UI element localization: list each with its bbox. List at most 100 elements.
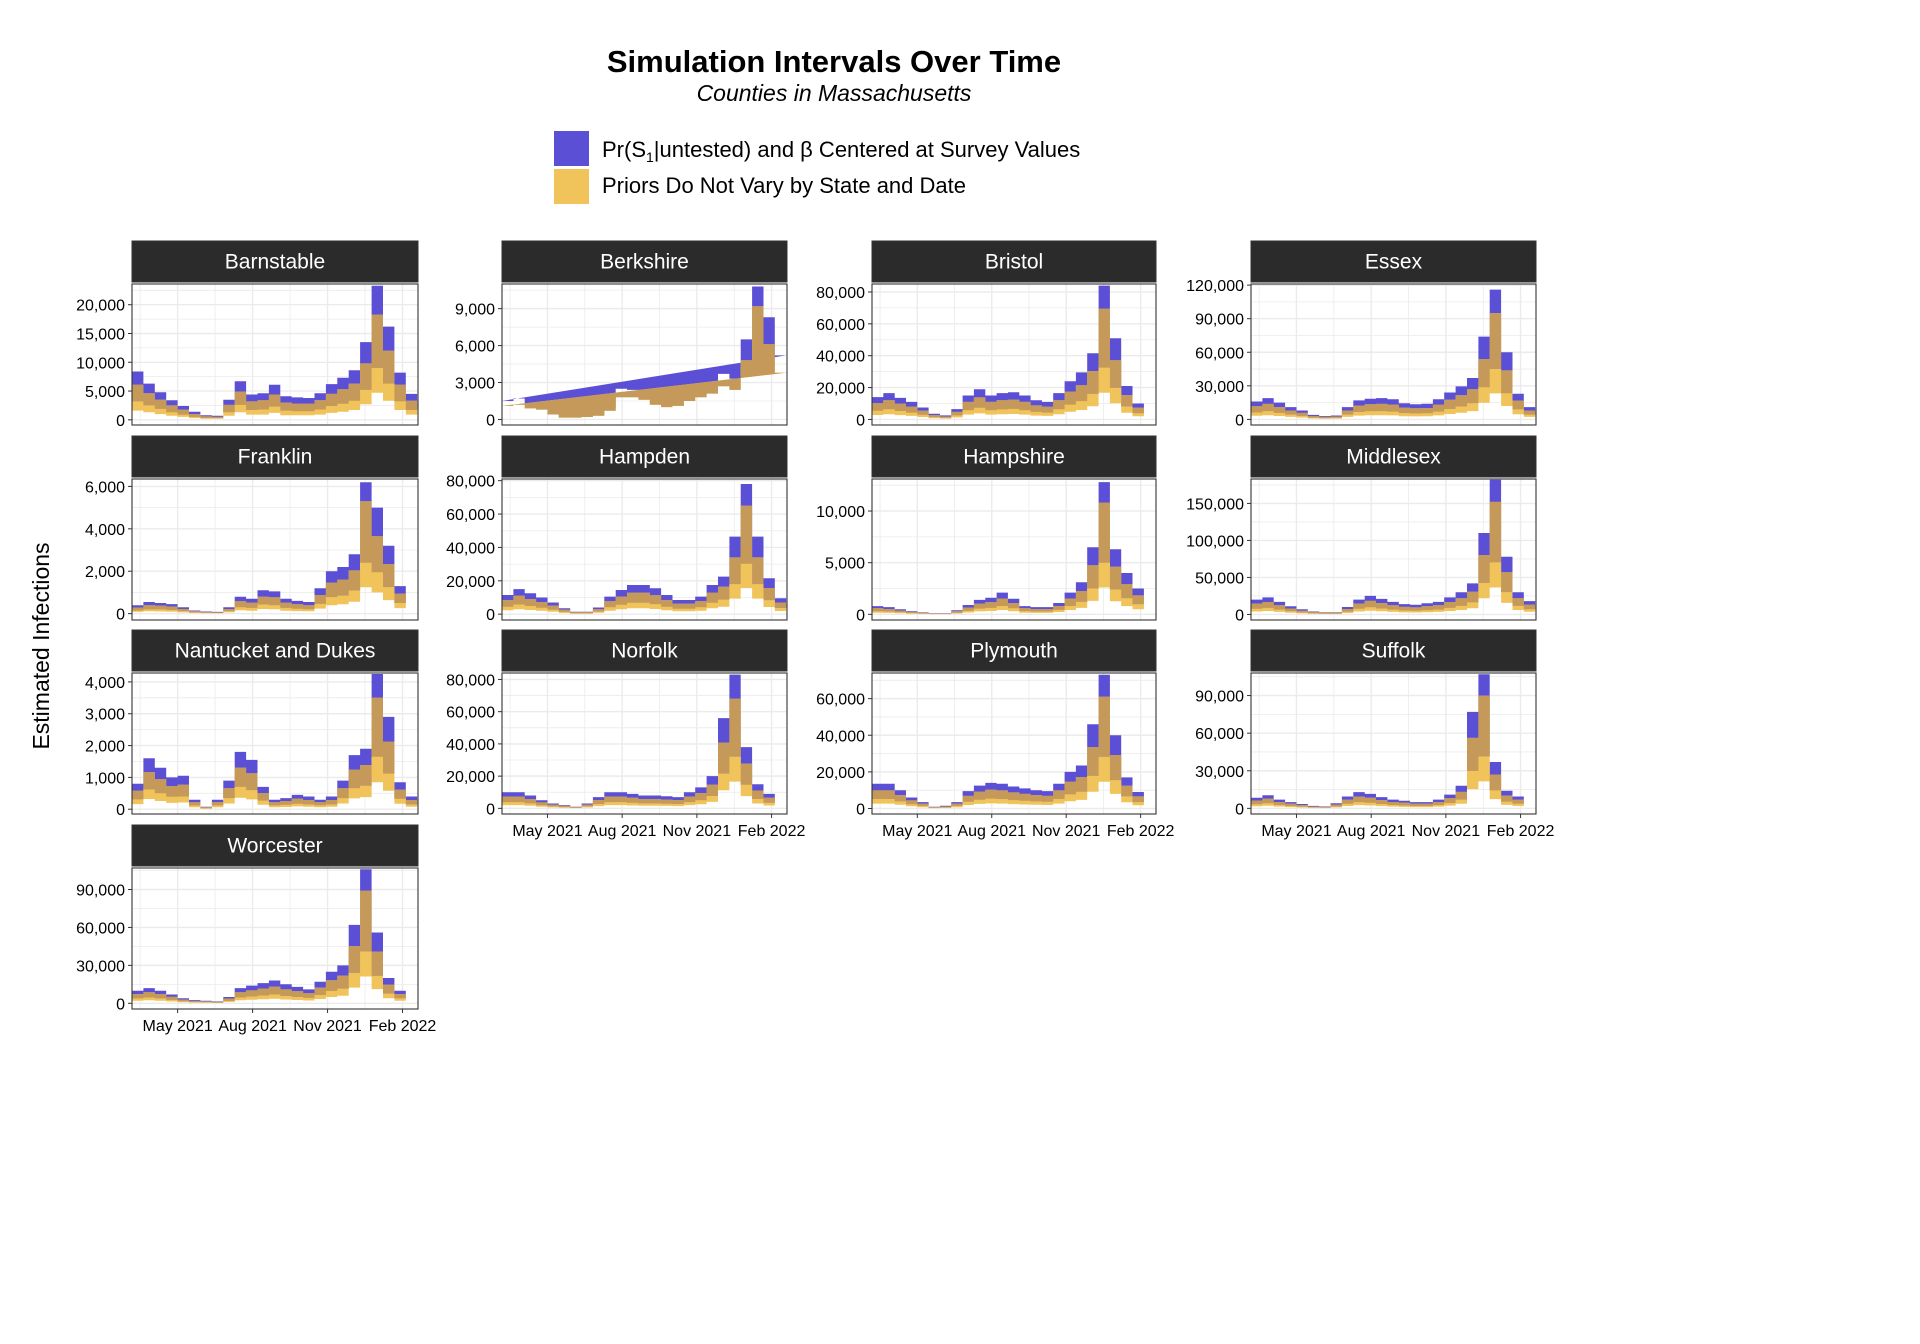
x-tick-label: Feb 2022: [738, 823, 806, 840]
panel-border: [131, 867, 419, 1010]
ribbon-priors-fixed: [1251, 501, 1536, 614]
strip-label: Plymouth: [970, 640, 1058, 663]
ribbon-survey-centered: [872, 285, 1144, 418]
y-tick-label: 150,000: [1186, 496, 1244, 513]
y-tick-label: 60,000: [816, 692, 865, 709]
strip-label: Berkshire: [600, 251, 689, 274]
ribbon-survey-centered: [872, 482, 1144, 614]
y-tick-label: 20,000: [446, 769, 495, 786]
panel-barnstable: Barnstable 0 5,000 10,000 15,000 20,000: [76, 240, 419, 430]
ribbon-survey-centered: [132, 869, 406, 1003]
strip-suffolk: [1250, 629, 1537, 672]
panel-nantucket-and-dukes: Nantucket and Dukes 0 1,000 2,000 3,000 4,000: [85, 629, 419, 819]
y-tick-label: 0: [1235, 801, 1244, 818]
y-tick-label: 50,000: [1195, 570, 1244, 587]
legend: Pr(S1|untested) and β Centered at Survey…: [554, 131, 1080, 204]
y-tick-label: 60,000: [1195, 726, 1244, 743]
y-tick-label: 90,000: [1195, 689, 1244, 706]
panel-border: [1250, 283, 1537, 426]
strip-worcester: [131, 824, 419, 867]
y-tick-label: 20,000: [76, 298, 125, 315]
y-tick-label: 0: [486, 412, 495, 429]
strip-barnstable: [131, 240, 419, 283]
legend-swatch-priors: [554, 169, 589, 204]
panel-suffolk: Suffolk 0 30,000 60,000 90,000 May 2021 Aug 20…: [1195, 629, 1555, 840]
ribbon-survey-centered: [502, 674, 775, 808]
y-tick-label: 4,000: [85, 522, 125, 539]
facet-panels: Barnstable 0 5,000 10,000 15,000 20,000 Berksh…: [76, 240, 1555, 1035]
strip-label: Essex: [1365, 251, 1423, 274]
panel-border: [1250, 478, 1537, 621]
y-tick-label: 100,000: [1186, 533, 1244, 550]
x-tick-label: May 2021: [882, 823, 952, 840]
x-tick-label: May 2021: [1261, 823, 1331, 840]
strip-essex: [1250, 240, 1537, 283]
x-tick-label: Nov 2021: [663, 823, 732, 840]
y-tick-label: 0: [856, 412, 865, 429]
strip-label: Norfolk: [611, 640, 678, 663]
panel-border: [131, 478, 419, 621]
y-tick-label: 90,000: [76, 882, 125, 899]
y-tick-label: 0: [486, 607, 495, 624]
x-tick-label: Aug 2021: [218, 1018, 287, 1035]
y-tick-label: 0: [856, 607, 865, 624]
y-tick-label: 20,000: [446, 574, 495, 591]
y-tick-label: 0: [116, 802, 125, 819]
y-tick-label: 10,000: [76, 355, 125, 372]
strip-label: Suffolk: [1362, 640, 1426, 663]
y-tick-label: 90,000: [1195, 312, 1244, 329]
strip-plymouth: [871, 629, 1157, 672]
ribbon-overlap: [1251, 695, 1524, 808]
y-tick-label: 80,000: [816, 285, 865, 302]
panel-border: [131, 672, 419, 815]
panel-essex: Essex 0 30,000 60,000 90,000 120,000: [1186, 240, 1537, 429]
x-tick-label: May 2021: [142, 1018, 212, 1035]
legend-swatch-survey: [554, 131, 589, 166]
y-tick-label: 30,000: [1195, 379, 1244, 396]
y-tick-label: 40,000: [446, 540, 495, 557]
ribbon-overlap: [1251, 313, 1536, 419]
panel-hampden: Hampden 0 20,000 40,000 60,000 80,000: [446, 435, 788, 624]
y-tick-label: 3,000: [455, 376, 495, 393]
ribbon-overlap: [132, 890, 406, 1003]
strip-hampshire: [871, 435, 1157, 478]
y-tick-label: 9,000: [455, 302, 495, 319]
panel-middlesex: Middlesex 0 50,000 100,000 150,000: [1186, 435, 1537, 624]
ribbon-overlap: [502, 306, 787, 418]
x-tick-label: Feb 2022: [1487, 823, 1555, 840]
y-tick-label: 4,000: [85, 675, 125, 692]
y-tick-label: 6,000: [455, 339, 495, 356]
y-tick-label: 60,000: [816, 317, 865, 334]
x-tick-label: Aug 2021: [588, 823, 657, 840]
y-tick-label: 15,000: [76, 326, 125, 343]
strip-bristol: [871, 240, 1157, 283]
strip-label: Bristol: [985, 251, 1043, 274]
x-tick-label: Nov 2021: [293, 1018, 362, 1035]
y-tick-label: 60,000: [76, 920, 125, 937]
panel-border: [131, 283, 419, 426]
y-tick-label: 2,000: [85, 564, 125, 581]
ribbon-overlap: [502, 698, 775, 808]
y-tick-label: 20,000: [816, 765, 865, 782]
y-tick-label: 0: [1235, 412, 1244, 429]
panel-hampshire: Hampshire 0 5,000 10,000: [816, 435, 1157, 624]
faceted-interval-chart: Simulation Intervals Over Time Counties …: [28, 44, 1555, 1035]
strip-label: Worcester: [227, 835, 322, 858]
panel-norfolk: Norfolk 0 20,000 40,000 60,000 80,000 May 2021…: [446, 629, 806, 840]
x-tick-label: Feb 2022: [1107, 823, 1175, 840]
ribbon-survey-centered: [1251, 289, 1536, 419]
chart-title: Simulation Intervals Over Time: [607, 44, 1061, 79]
panel-plymouth: Plymouth 0 20,000 40,000 60,000 May 2021 Aug 2…: [816, 629, 1175, 840]
y-tick-label: 1,000: [85, 770, 125, 787]
y-tick-label: 40,000: [816, 349, 865, 366]
ribbon-overlap: [132, 501, 406, 613]
strip-franklin: [131, 435, 419, 478]
y-tick-label: 3,000: [85, 707, 125, 724]
ribbon-overlap: [502, 505, 787, 614]
y-tick-label: 2,000: [85, 739, 125, 756]
ribbon-survey-centered: [132, 285, 418, 419]
ribbon-overlap: [872, 308, 1144, 418]
ribbon-overlap: [132, 314, 418, 419]
y-tick-label: 40,000: [816, 728, 865, 745]
y-tick-label: 60,000: [446, 705, 495, 722]
